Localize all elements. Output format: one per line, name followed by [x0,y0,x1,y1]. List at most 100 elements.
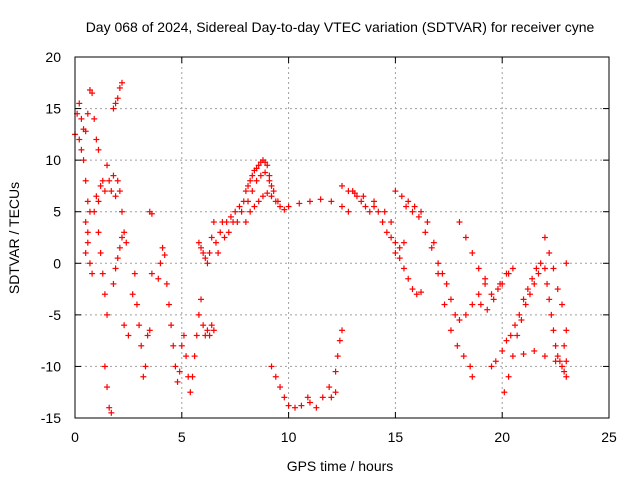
data-point [319,394,326,401]
data-point [99,177,106,184]
data-point [84,110,91,117]
data-point [336,337,343,344]
data-point [262,169,269,176]
data-point [242,219,249,226]
data-point [563,260,570,267]
data-point [206,332,213,339]
data-point [313,404,320,411]
data-point [144,332,151,339]
data-point [563,327,570,334]
data-point [112,193,119,200]
data-point [505,373,512,380]
data-point [400,265,407,272]
data-point [80,157,87,164]
data-point [114,255,121,262]
data-point [121,229,128,236]
data-point [93,193,100,200]
data-point [259,193,266,200]
data-point [296,200,303,207]
data-point [345,208,352,215]
data-point [541,353,548,360]
data-point [546,296,553,303]
data-point [155,275,162,282]
x-tick-label: 15 [388,429,404,445]
data-point [195,311,202,318]
data-point [409,208,416,215]
data-point [116,188,123,195]
data-point [206,249,213,256]
data-point [227,213,234,220]
data-point [104,311,111,318]
data-point [531,280,538,287]
data-point [467,363,474,370]
data-point [503,270,510,277]
data-points [72,79,570,416]
data-point [469,301,476,308]
data-point [170,342,177,349]
data-point [110,172,117,179]
data-point [332,389,339,396]
chart-title: Day 068 of 2024, Sidereal Day-to-day VTE… [86,19,595,35]
data-point [561,342,568,349]
data-point [351,190,358,197]
data-point [443,280,450,287]
data-point [541,234,548,241]
data-point [383,229,390,236]
data-point [507,332,514,339]
data-point [490,296,497,303]
data-point [142,363,149,370]
x-tick-label: 5 [178,429,186,445]
data-point [165,301,172,308]
data-point [488,291,495,298]
data-point [456,219,463,226]
data-point [441,301,448,308]
data-point [180,332,187,339]
data-point [396,244,403,251]
y-tick-label: 5 [53,204,61,220]
data-point [204,327,211,334]
data-point [86,260,93,267]
y-tick-label: 10 [45,152,61,168]
data-point [225,229,232,236]
x-axis-label: GPS time / hours [287,458,394,474]
y-tick-label: 20 [45,49,61,65]
data-point [101,188,108,195]
data-point [462,234,469,241]
data-point [161,252,168,259]
data-point [84,198,91,205]
data-point [78,146,85,153]
data-point [208,322,215,329]
data-point [212,239,219,246]
data-point [306,399,313,406]
data-point [200,249,207,256]
data-point [418,289,425,296]
data-point [245,198,252,205]
data-point [298,402,305,409]
x-tick-label: 20 [494,429,510,445]
data-point [277,384,284,391]
data-point [84,239,91,246]
data-point [76,100,83,107]
data-point [140,373,147,380]
data-point [133,301,140,308]
data-point [215,249,222,256]
data-point [405,275,412,282]
data-point [358,198,365,205]
data-point [138,342,145,349]
data-point [101,363,108,370]
data-point [95,146,102,153]
data-point [76,136,83,143]
data-point [484,306,491,313]
data-point [541,265,548,272]
data-point [516,311,523,318]
data-point [292,404,299,411]
data-point [388,234,395,241]
data-point [84,229,91,236]
data-point [328,394,335,401]
data-point [518,317,525,324]
data-point [537,260,544,267]
data-point [112,265,119,272]
data-point [178,342,185,349]
data-point [174,378,181,385]
data-point [552,342,559,349]
